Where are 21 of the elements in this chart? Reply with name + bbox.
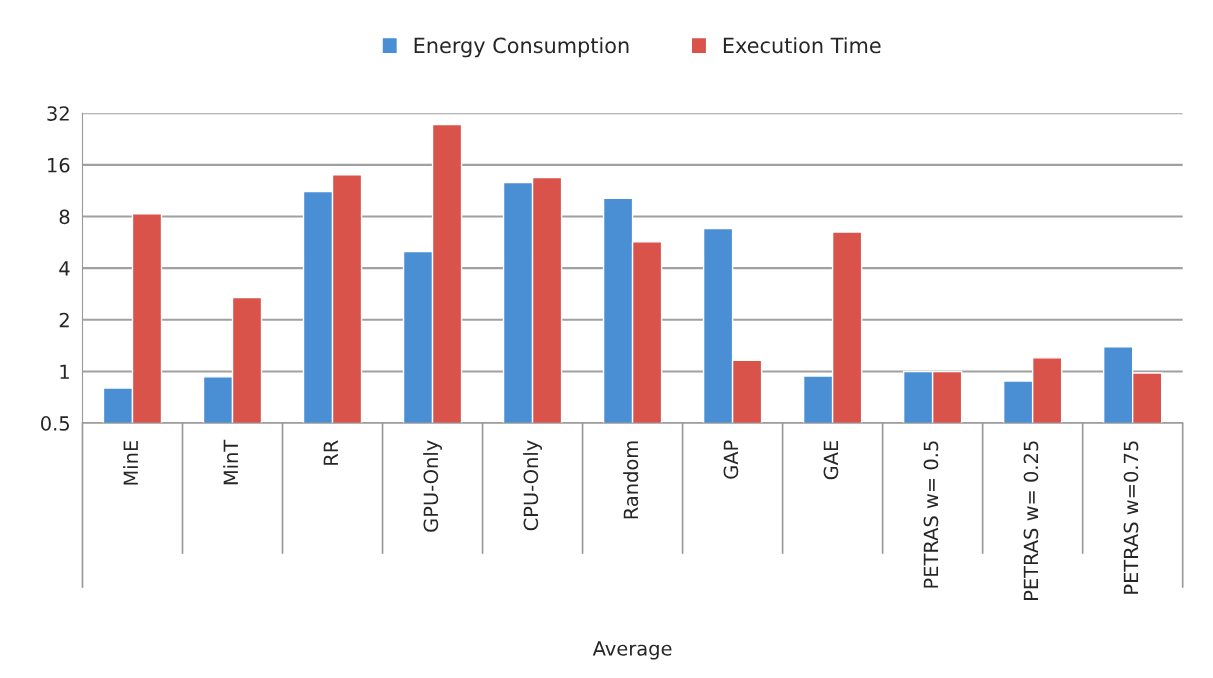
x-tick-label: PETRAS w=0.75 bbox=[1123, 441, 1139, 594]
y-tick-label: 0.5 bbox=[41, 416, 69, 431]
x-tick-label: MinT bbox=[223, 439, 238, 485]
x-tick-label: RR bbox=[323, 440, 338, 465]
y-tick-label: 16 bbox=[48, 157, 70, 173]
x-tick-label: PETRAS w= 0.5 bbox=[923, 441, 939, 588]
x-tick-label: GAE bbox=[823, 440, 839, 480]
x-tick-label: Random bbox=[623, 441, 639, 519]
x-tick-label: MinE bbox=[123, 440, 138, 485]
y-tick-label: 1 bbox=[60, 364, 69, 379]
x-axis-title: Average bbox=[592, 641, 672, 660]
x-tick-label: GAP bbox=[723, 440, 739, 479]
y-tick-label: 4 bbox=[59, 261, 70, 276]
y-tick-label: 32 bbox=[47, 106, 69, 121]
legend-label: Energy Consumption bbox=[414, 37, 629, 58]
y-tick-label: 2 bbox=[59, 312, 69, 328]
legend-label: Execution Time bbox=[723, 37, 881, 54]
x-tick-label: CPU-Only bbox=[523, 440, 542, 531]
y-tick-label: 8 bbox=[59, 209, 70, 225]
x-tick-label: PETRAS w= 0.25 bbox=[1023, 441, 1039, 600]
x-tick-label: GPU-Only bbox=[423, 440, 442, 532]
